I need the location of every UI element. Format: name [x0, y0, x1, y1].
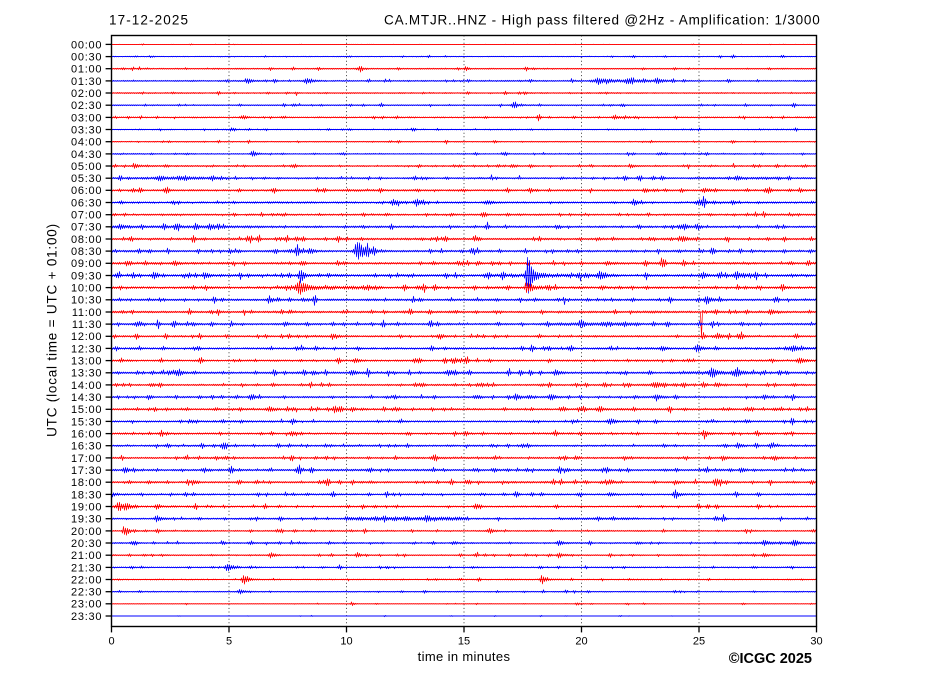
svg-text:12:30: 12:30: [71, 343, 102, 355]
svg-text:00:30: 00:30: [71, 52, 102, 64]
svg-text:5: 5: [226, 636, 232, 648]
svg-text:08:00: 08:00: [71, 234, 102, 246]
svg-text:18:00: 18:00: [71, 477, 102, 489]
svg-text:04:30: 04:30: [71, 149, 102, 161]
svg-text:15:00: 15:00: [71, 404, 102, 416]
svg-text:23:30: 23:30: [71, 611, 102, 623]
svg-text:03:30: 03:30: [71, 124, 102, 136]
svg-text:15:30: 15:30: [71, 416, 102, 428]
svg-text:08:30: 08:30: [71, 246, 102, 258]
svg-text:05:00: 05:00: [71, 161, 102, 173]
svg-text:10:30: 10:30: [71, 295, 102, 307]
svg-text:21:30: 21:30: [71, 562, 102, 574]
svg-text:04:00: 04:00: [71, 137, 102, 149]
svg-text:11:30: 11:30: [72, 319, 102, 331]
svg-text:18:30: 18:30: [71, 489, 102, 501]
svg-text:20:00: 20:00: [71, 526, 102, 538]
svg-text:07:00: 07:00: [71, 210, 102, 222]
svg-text:14:30: 14:30: [71, 392, 102, 404]
svg-text:09:00: 09:00: [71, 258, 102, 270]
svg-text:07:30: 07:30: [71, 222, 102, 234]
svg-text:15: 15: [458, 636, 470, 648]
svg-text:17:00: 17:00: [71, 453, 102, 465]
svg-text:13:30: 13:30: [71, 368, 102, 380]
svg-text:25: 25: [693, 636, 705, 648]
svg-text:14:00: 14:00: [71, 380, 102, 392]
svg-text:12:00: 12:00: [71, 331, 102, 343]
svg-text:00:00: 00:00: [71, 39, 102, 51]
svg-text:16:00: 16:00: [71, 429, 102, 441]
svg-text:CA.MTJR..HNZ - High pass filte: CA.MTJR..HNZ - High pass filtered @2Hz -…: [384, 13, 820, 28]
svg-text:22:30: 22:30: [71, 587, 102, 599]
svg-text:11:00: 11:00: [72, 307, 102, 319]
svg-text:02:30: 02:30: [71, 100, 102, 112]
svg-text:30: 30: [810, 636, 822, 648]
svg-text:20:30: 20:30: [71, 538, 102, 550]
svg-text:time in minutes: time in minutes: [418, 649, 511, 664]
svg-text:10: 10: [340, 636, 352, 648]
svg-text:17-12-2025: 17-12-2025: [109, 13, 189, 28]
svg-text:05:30: 05:30: [71, 173, 102, 185]
svg-text:19:00: 19:00: [71, 501, 102, 513]
svg-text:21:00: 21:00: [71, 550, 102, 562]
svg-text:02:00: 02:00: [71, 88, 102, 100]
svg-text:©ICGC 2025: ©ICGC 2025: [729, 651, 812, 667]
svg-text:16:30: 16:30: [71, 441, 102, 453]
svg-text:03:00: 03:00: [71, 112, 102, 124]
svg-text:20: 20: [575, 636, 587, 648]
svg-text:01:00: 01:00: [71, 64, 102, 76]
svg-text:10:00: 10:00: [71, 283, 102, 295]
svg-text:22:00: 22:00: [71, 574, 102, 586]
svg-text:23:00: 23:00: [71, 599, 102, 611]
svg-text:0: 0: [108, 636, 114, 648]
svg-text:01:30: 01:30: [71, 76, 102, 88]
svg-text:06:30: 06:30: [71, 197, 102, 209]
svg-text:17:30: 17:30: [71, 465, 102, 477]
svg-text:06:00: 06:00: [71, 185, 102, 197]
svg-text:09:30: 09:30: [71, 270, 102, 282]
svg-text:UTC (local time = UTC + 01:00): UTC (local time = UTC + 01:00): [45, 223, 60, 437]
svg-text:19:30: 19:30: [71, 514, 102, 526]
svg-text:13:00: 13:00: [71, 356, 102, 368]
